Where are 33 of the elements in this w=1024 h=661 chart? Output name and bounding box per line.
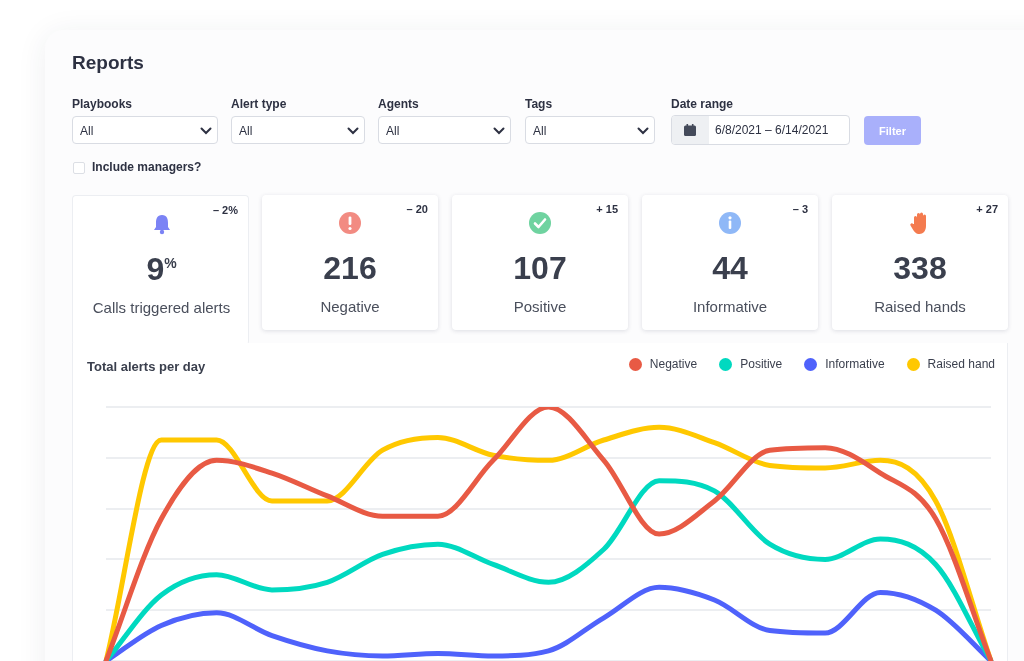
text: 107	[513, 250, 567, 286]
text: Reports	[72, 52, 144, 74]
dropdown-field: All	[231, 116, 365, 144]
chart-title: Total alerts per day	[87, 359, 206, 374]
category-label: Informative	[691, 298, 769, 315]
category-label: Positive	[512, 298, 568, 315]
dropdown-field: All	[525, 116, 655, 144]
text: – 3	[792, 203, 808, 215]
category-label: Tags	[525, 97, 553, 111]
text: 216	[323, 250, 377, 286]
category-label: Alert type	[231, 97, 287, 111]
text: Include managers?	[92, 160, 202, 174]
category-label: Calls triggered alerts	[91, 299, 232, 316]
legend-label: Raised hand	[927, 357, 995, 371]
legend-label: Informative	[825, 357, 885, 371]
text: + 15	[596, 203, 618, 215]
category-label: Playbooks	[72, 97, 133, 111]
category-label: Negative	[319, 298, 381, 315]
filter-button: Filter	[864, 116, 921, 145]
category-label: Date range	[671, 97, 734, 111]
dropdown-field: All	[72, 116, 218, 144]
dropdown-field: All	[378, 116, 511, 144]
legend-label: Positive	[740, 357, 783, 371]
text: + 27	[976, 203, 998, 215]
category-label: Raised hands	[873, 298, 967, 315]
date-field: 6/8/2021 – 6/14/2021	[671, 115, 850, 145]
text: – 2%	[212, 204, 238, 216]
category-label: Agents	[378, 97, 419, 111]
text: 44	[712, 250, 748, 286]
text: 338	[893, 250, 947, 286]
text: 9$^{%}$	[146, 251, 177, 287]
legend-label: Negative	[649, 357, 698, 371]
text: – 20	[406, 203, 428, 215]
